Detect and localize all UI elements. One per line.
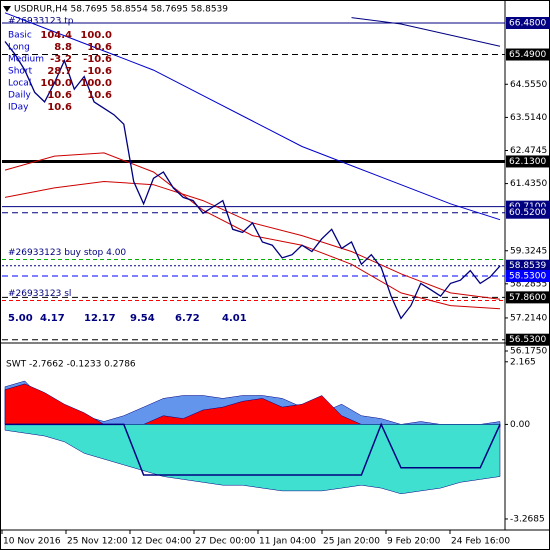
x-tick-label: 27 Dec 00:00 bbox=[195, 537, 256, 547]
stats-value: 10.6 bbox=[87, 90, 112, 101]
level-price-box bbox=[506, 48, 550, 61]
y-tick-label: 59.3245 bbox=[510, 246, 547, 256]
stats-value: -10.6 bbox=[83, 54, 112, 65]
x-tick-label: 24 Feb 16:00 bbox=[451, 537, 510, 547]
x-tick-label: 10 Nov 2016 bbox=[3, 537, 61, 547]
level-price-label: 56.5300 bbox=[509, 335, 546, 345]
stats-value: 10.6 bbox=[47, 90, 72, 101]
level-price-label: 58.5300 bbox=[509, 272, 546, 282]
stats-value: 100.0 bbox=[80, 30, 112, 41]
x-tick-label: 12 Dec 04:00 bbox=[131, 537, 192, 547]
bottom-value: 4.17 bbox=[40, 313, 65, 324]
stats-value: 28.7 bbox=[47, 66, 72, 77]
stats-value: 10.6 bbox=[87, 42, 112, 53]
y-tick-label: 57.2140 bbox=[510, 313, 547, 323]
level-price-box bbox=[506, 259, 550, 272]
y-tick-label: 63.5140 bbox=[510, 113, 547, 123]
moving-average bbox=[351, 17, 501, 47]
indicator-title: SWT -2.7662 -0.1233 0.2786 bbox=[6, 360, 136, 370]
moving-average bbox=[4, 12, 501, 221]
level-price-label: 62.1300 bbox=[509, 157, 546, 167]
level-price-label: 57.8600 bbox=[509, 293, 546, 303]
stats-name: IDay bbox=[8, 103, 29, 113]
order-label: #26933123 sl bbox=[8, 289, 71, 299]
stats-name: Medium bbox=[8, 55, 44, 65]
chart-title: USDRUR,H4 58.7695 58.8554 58.7695 58.853… bbox=[14, 5, 228, 15]
price-line bbox=[4, 41, 501, 320]
level-price-label: 58.8539 bbox=[509, 261, 546, 271]
y-tick-label: 61.4350 bbox=[510, 179, 547, 189]
stats-name: Local bbox=[8, 79, 31, 89]
bottom-value: 4.01 bbox=[222, 313, 247, 324]
moving-average bbox=[4, 152, 501, 310]
y-tick-label: -3.2685 bbox=[510, 514, 545, 524]
symbol-menu-arrow[interactable] bbox=[3, 6, 11, 12]
order-label: #26933123 buy stop 4.00 bbox=[8, 248, 126, 258]
level-price-box bbox=[506, 155, 550, 168]
signal-line bbox=[5, 422, 501, 476]
y-tick-label: 58.2855 bbox=[510, 279, 547, 289]
y-tick-label: 2.165 bbox=[510, 357, 536, 367]
stats-value: 10.6 bbox=[47, 102, 72, 113]
stats-name: Basic bbox=[8, 31, 32, 41]
stats-value: -10.6 bbox=[83, 66, 112, 77]
bottom-value: 12.17 bbox=[84, 313, 116, 324]
y-tick-label: 62.4745 bbox=[510, 146, 547, 156]
stats-value: 100.0 bbox=[40, 78, 72, 89]
bottom-value: 5.00 bbox=[8, 313, 33, 324]
level-price-box bbox=[506, 17, 550, 30]
bottom-value: 6.72 bbox=[175, 313, 200, 324]
x-tick-label: 25 Nov 12:00 bbox=[67, 537, 128, 547]
x-tick-label: 9 Feb 20:00 bbox=[387, 537, 441, 547]
level-price-label: 60.5200 bbox=[509, 208, 546, 218]
level-price-box bbox=[506, 270, 550, 283]
y-tick-label: 56.1750 bbox=[510, 347, 547, 357]
tp-label: #26933123 tp bbox=[8, 17, 74, 27]
y-tick-label: 64.5550 bbox=[510, 80, 547, 90]
level-price-box bbox=[506, 206, 550, 219]
stats-name: Short bbox=[8, 67, 33, 77]
x-tick-label: 11 Jan 04:00 bbox=[259, 537, 316, 547]
y-tick-label: 0.00 bbox=[510, 420, 530, 430]
stats-value: 100.0 bbox=[80, 78, 112, 89]
stats-value: 8.8 bbox=[54, 42, 72, 53]
x-tick-label: 25 Jan 20:00 bbox=[323, 537, 380, 547]
level-price-label: 66.4800 bbox=[509, 19, 546, 29]
level-price-box bbox=[506, 291, 550, 304]
indicator-area bbox=[4, 424, 501, 495]
stats-name: Daily bbox=[8, 91, 31, 101]
stats-name: Long bbox=[8, 43, 30, 53]
level-price-label: 65.4900 bbox=[509, 50, 546, 60]
level-price-box bbox=[506, 333, 550, 346]
stats-value: -3.2 bbox=[50, 54, 72, 65]
bottom-value: 9.54 bbox=[130, 313, 155, 324]
stats-value: 104.4 bbox=[40, 30, 72, 41]
